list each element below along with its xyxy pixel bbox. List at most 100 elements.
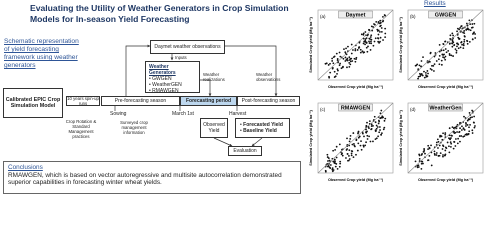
- scatter-dot: [355, 58, 357, 60]
- observed-yield-label: Observed Yield: [203, 122, 225, 134]
- generator-name: WeatherGEN: [152, 82, 182, 88]
- scatter-dot: [438, 63, 441, 66]
- pre-season-box: Pre-forecasting season: [101, 96, 180, 106]
- x-axis-label: Observed Crop yield (Mg ha⁻¹): [418, 178, 474, 182]
- forecast-box: Forecasting period: [180, 96, 237, 106]
- scatter-dot: [331, 57, 334, 60]
- scatter-dot: [437, 58, 440, 61]
- scatter-dot: [468, 126, 470, 129]
- scatter-dot: [366, 121, 368, 124]
- scatter-dot: [447, 49, 450, 52]
- scatter-dot: [474, 37, 477, 39]
- scatter-dot: [326, 156, 329, 158]
- scatter-dot: [342, 65, 344, 68]
- scatter-dot: [455, 49, 458, 52]
- scatter-dot: [375, 129, 377, 132]
- panel-name-box: [338, 10, 373, 19]
- scatter-dot: [365, 46, 368, 49]
- conclusions-text: RMAWGEN, which is based on vector autore…: [8, 171, 282, 187]
- scatter-dot: [340, 67, 343, 70]
- scatter-dot: [441, 53, 444, 56]
- scatter-dot: [329, 62, 331, 65]
- scatter-dot: [344, 56, 347, 59]
- scatter-dot: [376, 126, 379, 128]
- scatter-dot: [380, 133, 382, 136]
- scatter-dot: [336, 59, 339, 62]
- scatter-dot: [357, 136, 360, 139]
- generators-box: Weather Generators • GWGEN • WeatherGEN • …: [145, 61, 200, 94]
- scatter-dot: [440, 135, 443, 138]
- scatter-dot: [424, 152, 426, 155]
- scatter-dot: [362, 42, 365, 45]
- scatter-dot: [460, 41, 463, 44]
- scatter-dot: [338, 143, 341, 146]
- scatter-dot: [335, 163, 338, 165]
- scatter-dot: [448, 53, 451, 55]
- scatter-dot: [454, 145, 457, 147]
- scatter-dot: [383, 119, 386, 122]
- scatter-dot: [438, 54, 441, 57]
- scatter-dot: [364, 39, 367, 42]
- scatter-dot: [435, 152, 438, 154]
- scatter-dot: [356, 149, 359, 152]
- scatter-dot: [462, 44, 465, 47]
- scatter-dot: [427, 148, 429, 151]
- scatter-dot: [466, 119, 469, 122]
- scatter-dot: [365, 124, 368, 127]
- scatter-dot: [375, 20, 378, 23]
- scatter-dot: [342, 57, 345, 60]
- scatter-dot: [465, 133, 468, 136]
- scatter-dot: [332, 149, 335, 152]
- scatter-dot: [383, 14, 386, 16]
- scatter-dot: [452, 41, 455, 44]
- scatter-dot: [442, 154, 444, 156]
- inputs-label: Inputs: [175, 55, 187, 60]
- one-to-one-line: [317, 102, 394, 174]
- scatter-dot: [416, 164, 419, 167]
- scatter-dot: [370, 38, 373, 41]
- scatter-dot: [351, 60, 354, 62]
- scatter-dot: [474, 125, 476, 127]
- scatter-dot: [468, 112, 471, 114]
- scatter-dot: [348, 155, 350, 157]
- scatter-dot: [368, 135, 370, 138]
- scatter-dot: [334, 165, 337, 168]
- scatter-dot: [427, 72, 429, 75]
- realizations-label: Weather realizations: [203, 72, 225, 82]
- scatter-dot: [375, 127, 378, 130]
- scatter-dot: [452, 55, 454, 57]
- scatter-dot: [375, 137, 378, 140]
- scatter-dot: [457, 47, 460, 50]
- scatter-dot: [462, 42, 465, 45]
- scatter-dot: [348, 149, 351, 152]
- scatter-dot: [453, 140, 455, 143]
- model-label: Calibrated EPIC Crop Simulation Model: [5, 96, 61, 110]
- scatter-dot: [336, 72, 338, 75]
- scatter-dot: [444, 40, 446, 43]
- y-axis-label: Simulated Crop yield (Mg ha⁻¹): [399, 16, 403, 72]
- scatter-dot: [418, 64, 421, 67]
- scatter-dot: [350, 154, 353, 157]
- scatter-dot: [471, 23, 474, 25]
- scatter-dot: [420, 60, 423, 62]
- scatter-dot: [471, 109, 474, 112]
- scatter-dot: [451, 45, 454, 48]
- sowing-label: Sowing: [110, 111, 127, 117]
- scatter-dot: [341, 154, 344, 157]
- scatter-dot: [453, 132, 456, 135]
- scatter-dot: [378, 131, 381, 134]
- scatter-dot: [379, 36, 382, 39]
- scatter-dot: [374, 138, 377, 141]
- scatter-dot: [372, 124, 374, 127]
- scatter-dot: [349, 134, 352, 137]
- scatter-dot: [331, 67, 334, 70]
- evaluation-box: Evaluation: [228, 146, 262, 156]
- scatter-dot: [474, 33, 477, 35]
- scatter-dot: [326, 165, 329, 168]
- conclusions-box: Conclusions RMAWGEN, which is based on v…: [3, 161, 301, 194]
- scatter-dot: [366, 50, 369, 53]
- panel-label: (a): [320, 14, 326, 19]
- daymet-box: Daymet weather observations: [150, 40, 225, 54]
- scatter-dot: [421, 74, 424, 77]
- scatter-dot: [414, 160, 417, 163]
